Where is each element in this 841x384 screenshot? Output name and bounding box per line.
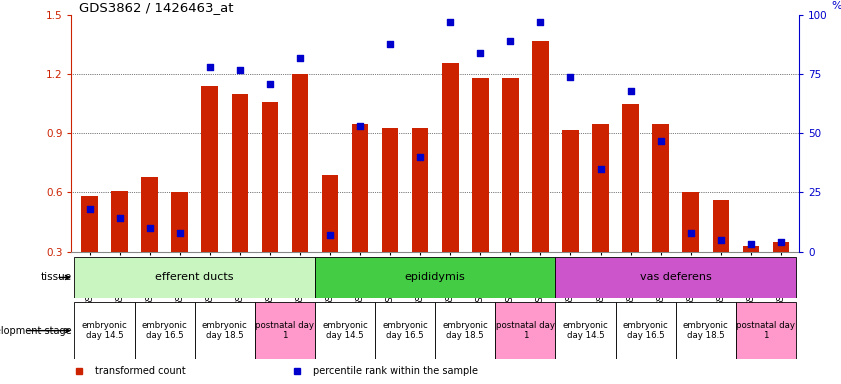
Bar [622,104,639,252]
Bar [375,302,435,359]
Text: embryonic
day 16.5: embryonic day 16.5 [623,321,669,340]
Bar [532,41,548,252]
Point [143,225,156,231]
Bar [141,177,158,252]
Text: embryonic
day 18.5: embryonic day 18.5 [442,321,488,340]
Text: efferent ducts: efferent ducts [156,272,234,283]
Bar [382,127,399,252]
Point [383,41,397,47]
Bar [315,257,555,298]
Bar [352,124,368,252]
Text: transformed count: transformed count [95,366,186,376]
Bar [616,302,675,359]
Bar [435,302,495,359]
Text: vas deferens: vas deferens [640,272,711,283]
Bar [202,86,218,252]
Point [775,239,788,245]
Point [443,19,457,25]
Text: postnatal day
1: postnatal day 1 [737,321,796,340]
Point [203,64,216,70]
Bar [231,94,248,252]
Text: postnatal day
1: postnatal day 1 [256,321,315,340]
Bar [495,302,555,359]
Bar [442,63,458,252]
Bar [82,197,98,252]
Bar [555,257,796,298]
Text: embryonic
day 14.5: embryonic day 14.5 [82,321,128,340]
Bar [555,302,616,359]
Bar [75,257,315,298]
Text: embryonic
day 16.5: embryonic day 16.5 [383,321,428,340]
Point [323,232,336,238]
Bar [773,242,789,252]
Text: embryonic
day 18.5: embryonic day 18.5 [202,321,247,340]
Point [534,19,547,25]
Bar [675,302,736,359]
Point [654,137,668,144]
Point [263,81,277,87]
Point [82,206,96,212]
Point [473,50,487,56]
Bar [653,124,669,252]
Bar [172,192,188,252]
Bar [592,124,609,252]
Point [594,166,607,172]
Point [294,55,307,61]
Bar [412,127,428,252]
Text: embryonic
day 14.5: embryonic day 14.5 [563,321,608,340]
Text: percentile rank within the sample: percentile rank within the sample [313,366,478,376]
Point [504,38,517,45]
Text: development stage: development stage [0,326,71,336]
Point [113,215,126,222]
Text: embryonic
day 18.5: embryonic day 18.5 [683,321,728,340]
Point [233,66,246,73]
Point [684,230,697,236]
Point [624,88,637,94]
Text: embryonic
day 14.5: embryonic day 14.5 [322,321,368,340]
Bar [292,74,308,252]
Point [414,154,427,160]
Bar [111,190,128,252]
Bar [563,129,579,252]
Text: tissue: tissue [40,272,71,283]
Point [173,230,187,236]
Bar [736,302,796,359]
Text: GDS3862 / 1426463_at: GDS3862 / 1426463_at [79,1,233,14]
Text: %: % [832,1,841,11]
Point [563,74,577,80]
Text: embryonic
day 16.5: embryonic day 16.5 [142,321,188,340]
Bar [712,200,729,252]
Bar [135,302,195,359]
Point [744,242,758,248]
Bar [322,175,338,252]
Bar [75,302,135,359]
Bar [502,78,519,252]
Bar [682,192,699,252]
Point [353,123,367,129]
Bar [472,78,489,252]
Bar [195,302,255,359]
Bar [743,246,759,252]
Bar [262,102,278,252]
Text: postnatal day
1: postnatal day 1 [496,321,555,340]
Text: epididymis: epididymis [405,272,466,283]
Bar [315,302,375,359]
Bar [255,302,315,359]
Point [714,237,727,243]
